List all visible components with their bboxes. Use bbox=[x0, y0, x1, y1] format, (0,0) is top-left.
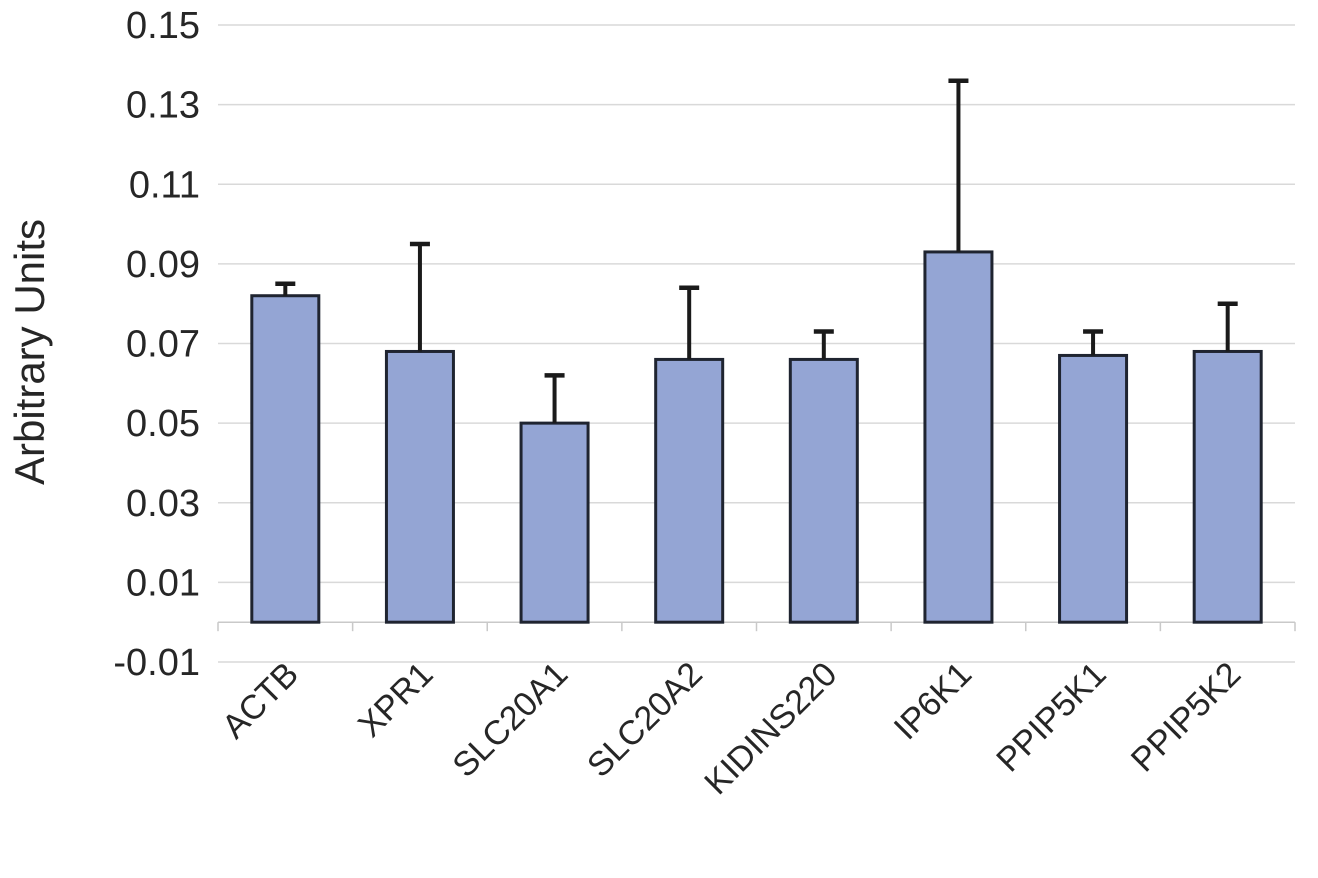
y-tick-label: -0.01 bbox=[113, 642, 200, 684]
y-tick-label: 0.05 bbox=[126, 403, 200, 445]
bar bbox=[519, 421, 590, 624]
x-axis-line-and-ticks bbox=[217, 621, 1296, 632]
bar bbox=[384, 349, 455, 624]
x-category-label: XPR1 bbox=[351, 655, 441, 745]
x-category-label: PPIP5K1 bbox=[989, 655, 1113, 779]
y-tick-label: 0.01 bbox=[126, 562, 200, 604]
y-axis-title: Arbitrary Units bbox=[6, 219, 53, 485]
y-axis-tick-labels: 0.15 0.13 0.11 0.09 0.07 0.05 0.03 0.01 -0.01 bbox=[113, 5, 200, 684]
error-bars bbox=[275, 78, 1238, 424]
y-tick-label: 0.11 bbox=[129, 164, 200, 206]
bar bbox=[923, 250, 994, 624]
x-category-label: SLC20A2 bbox=[580, 655, 710, 785]
bars bbox=[250, 250, 1263, 624]
x-category-label: PPIP5K2 bbox=[1124, 655, 1248, 779]
x-category-label: SLC20A1 bbox=[445, 655, 575, 785]
y-tick-label: 0.15 bbox=[126, 5, 200, 47]
bar bbox=[654, 357, 725, 624]
bar bbox=[1058, 353, 1129, 624]
bar bbox=[788, 357, 859, 624]
gridlines bbox=[218, 24, 1295, 663]
x-category-label: KIDINS220 bbox=[697, 655, 844, 802]
bar bbox=[250, 294, 321, 624]
y-tick-label: 0.07 bbox=[126, 324, 200, 366]
y-tick-label: 0.13 bbox=[126, 85, 200, 127]
y-tick-label: 0.09 bbox=[126, 244, 200, 286]
x-category-label: ACTB bbox=[215, 655, 306, 746]
bar bbox=[1192, 349, 1263, 624]
x-category-label: IP6K1 bbox=[887, 655, 979, 747]
y-tick-label: 0.03 bbox=[126, 483, 200, 525]
